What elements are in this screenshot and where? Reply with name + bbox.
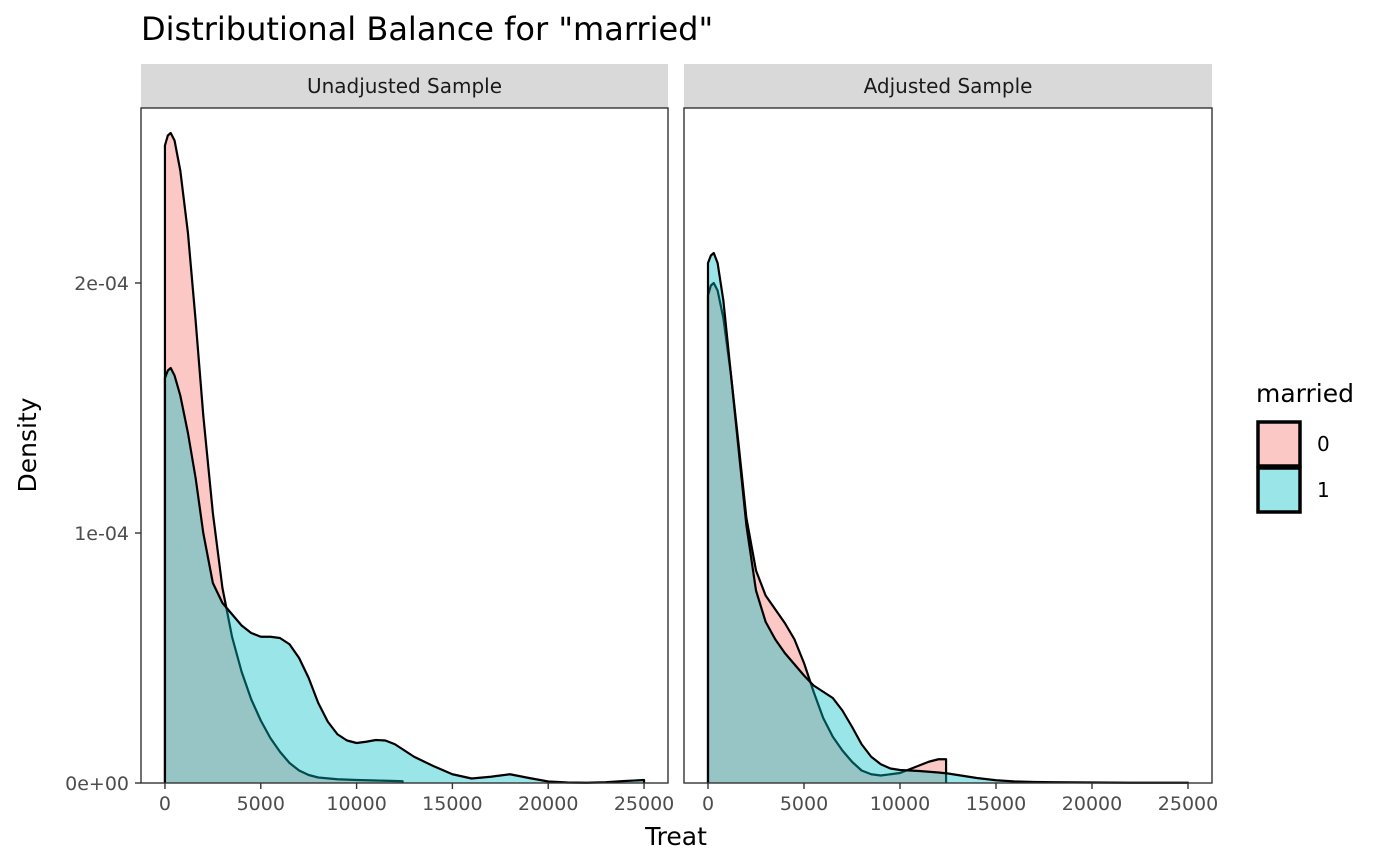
x-axis-title: Treat [644,822,707,851]
density-area-married-1 [164,368,645,783]
panel-unadjusted: Unadjusted Sample 0 5000 10000 15000 20000 25… [140,64,674,815]
legend-label-married-0: 0 [1317,432,1330,456]
x-tick-label: 0 [159,793,171,815]
legend-key-background [1258,422,1300,466]
strip-background [684,64,1212,108]
plot-area-adjusted [706,251,1190,784]
y-tick-label: 2e-04 [74,273,129,295]
legend-key-background [1258,468,1300,512]
legend-swatch-married-0 [1256,420,1302,468]
x-axis-adjusted: 0 5000 10000 15000 20000 25000 [702,783,1218,815]
y-axis-title: Density [13,397,42,492]
density-line-married-1 [706,251,1190,784]
legend: married 01 [1256,379,1354,514]
x-tick-label: 20000 [1062,793,1122,815]
density-line-married-0 [163,131,404,783]
legend-keys: 01 [1256,420,1330,514]
density-area-married-0 [164,133,403,783]
x-tick-label: 5000 [780,793,828,815]
panel-border [683,107,1213,784]
density-area-married-1 [708,253,1188,783]
chart-title: Distributional Balance for "married" [141,10,713,48]
density-line-married-0 [706,281,948,783]
x-tick-label: 10000 [870,793,930,815]
strip-label-unadjusted: Unadjusted Sample [307,74,502,98]
x-tick-label: 15000 [966,793,1026,815]
x-tick-label: 15000 [422,793,482,815]
y-axis: 0e+00 1e-04 2e-04 [65,273,141,795]
panel-border [140,107,669,784]
legend-label-married-1: 1 [1317,478,1330,502]
density-area-married-0 [708,283,947,783]
density-line-married-1 [163,366,646,784]
x-tick-label: 5000 [237,793,285,815]
strip-background [141,64,668,108]
plot-area-unadjusted [163,131,646,784]
x-tick-label: 10000 [326,793,386,815]
legend-title: married [1256,379,1354,408]
x-tick-label: 20000 [518,793,578,815]
x-tick-label: 0 [702,793,714,815]
panel-adjusted: Adjusted Sample 0 5000 10000 15000 20000 2500… [683,64,1218,815]
x-tick-label: 25000 [614,793,674,815]
strip-label-adjusted: Adjusted Sample [864,74,1033,98]
legend-swatch-married-1 [1256,466,1302,514]
y-tick-label: 1e-04 [74,523,129,545]
x-tick-label: 25000 [1158,793,1218,815]
x-axis-unadjusted: 0 5000 10000 15000 20000 25000 [159,783,674,815]
y-tick-label: 0e+00 [65,773,129,795]
